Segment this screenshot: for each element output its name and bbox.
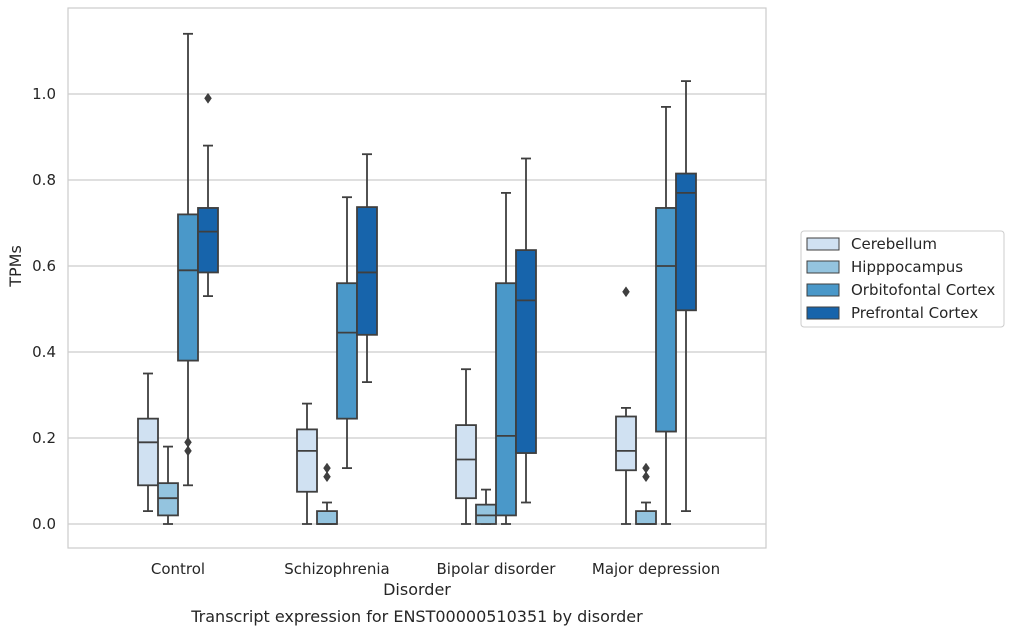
box-2-2	[495, 191, 517, 525]
boxes	[137, 32, 697, 525]
outlier-marker	[204, 92, 212, 104]
box-0-2	[455, 368, 477, 525]
y-tick-label: 0.4	[32, 343, 56, 361]
y-tick-label: 0.6	[32, 257, 56, 275]
y-tick-label: 0.2	[32, 429, 56, 447]
legend-entry: Cerebellum	[851, 235, 937, 253]
box-body	[296, 428, 318, 493]
box-0-1	[296, 402, 318, 525]
box-body	[635, 510, 657, 525]
box-1-1	[316, 462, 338, 525]
box-body	[197, 207, 219, 274]
outlier-marker	[642, 471, 650, 483]
box-2-1	[336, 196, 358, 470]
y-tick-label: 0.8	[32, 171, 56, 189]
legend-swatch	[806, 306, 840, 320]
tick-labels: 0.0 0.2 0.4 0.6 0.8 1.0 Control Schizophrenia Bi…	[32, 85, 720, 578]
box-body	[655, 207, 677, 433]
legend-swatch	[806, 237, 840, 251]
box-3-2	[515, 157, 537, 504]
box-0-3	[615, 286, 637, 525]
box-body	[515, 249, 537, 454]
legend-entry: Orbitofontal Cortex	[851, 281, 995, 299]
x-tick-label: Bipolar disorder	[437, 560, 557, 578]
box-body	[615, 415, 637, 472]
outlier-marker	[323, 462, 331, 474]
outlier-marker	[323, 471, 331, 483]
y-axis-label: TPMs	[6, 245, 25, 288]
box-1-0	[157, 445, 179, 525]
box-2-0	[177, 32, 199, 487]
outlier-marker	[184, 436, 192, 448]
box-body	[177, 213, 199, 362]
box-3-1	[356, 153, 378, 384]
legend-entry: Prefrontal Cortex	[851, 304, 978, 322]
box-body	[157, 482, 179, 517]
box-body	[675, 172, 697, 312]
legend-frame	[800, 230, 1005, 328]
outlier-marker	[622, 286, 630, 298]
outlier-marker	[642, 462, 650, 474]
y-tick-label: 0.0	[32, 515, 56, 533]
box-3-3	[675, 80, 697, 513]
box-body	[455, 424, 477, 500]
box-body	[495, 282, 517, 517]
box-2-3	[655, 106, 677, 525]
x-axis-label: Disorder	[383, 580, 451, 599]
x-tick-label: Schizophrenia	[284, 560, 389, 578]
y-tick-label: 1.0	[32, 85, 56, 103]
plot-frame	[67, 7, 767, 549]
box-body	[316, 510, 338, 525]
legend: Cerebellum Hipppocampus Orbitofontal Corte…	[800, 230, 1005, 328]
x-tick-label: Control	[151, 560, 205, 578]
outlier-marker	[184, 445, 192, 457]
box-0-0	[137, 372, 159, 513]
box-1-3	[635, 462, 657, 525]
legend-swatch	[806, 283, 840, 297]
box-3-0	[197, 92, 219, 298]
legend-swatch	[806, 260, 840, 274]
box-1-2	[475, 488, 497, 525]
chart-caption: Transcript expression for ENST0000051035…	[190, 607, 643, 626]
box-body	[356, 206, 378, 336]
legend-entry: Hipppocampus	[851, 258, 963, 276]
box-body	[336, 282, 358, 420]
x-tick-label: Major depression	[592, 560, 720, 578]
box-body	[475, 503, 497, 525]
box-body	[137, 417, 159, 487]
